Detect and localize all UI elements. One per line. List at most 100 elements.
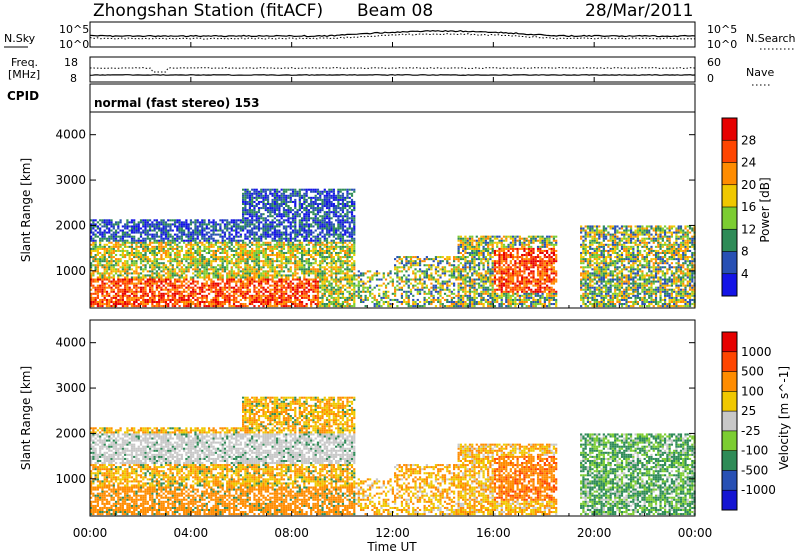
power-cell [281,203,283,205]
power-cell [235,297,237,299]
power-cell [124,270,126,272]
power-cell [176,272,178,274]
power-cell [249,291,251,293]
power-cell [158,274,160,276]
power-cell [446,270,448,272]
power-cell [117,268,119,270]
power-cell [206,262,208,264]
power-cell [437,279,439,281]
power-cell [424,283,426,285]
power-cell [142,258,144,260]
power-cell [306,199,308,201]
power-cell [276,215,278,217]
power-cell [97,221,99,223]
power-cell [317,203,319,205]
power-cell [262,303,264,305]
power-cell [444,268,446,270]
power-cell [156,225,158,227]
power-cell [299,205,301,207]
power-cell [337,293,339,295]
power-cell [460,236,462,238]
power-cell [154,272,156,274]
power-cell [256,199,258,201]
power-cell [256,291,258,293]
power-cell [237,232,239,234]
power-cell [303,240,305,242]
power-cell [308,232,310,234]
power-cell [249,240,251,242]
power-cell [253,223,255,225]
power-cell [185,270,187,272]
power-cell [258,272,260,274]
power-cell [226,266,228,268]
power-cell [197,305,199,307]
power-cell [199,254,201,256]
power-cell [340,293,342,295]
power-cell [122,295,124,297]
power-cell [97,295,99,297]
power-cell [188,262,190,264]
power-cell [142,232,144,234]
power-cell [321,242,323,244]
power-cell [337,221,339,223]
power-cell [251,270,253,272]
power-cell [362,281,364,283]
power-cell [192,240,194,242]
power-cell [260,191,262,193]
power-cell [188,287,190,289]
power-cell [113,289,115,291]
power-cell [231,291,233,293]
power-cell [99,260,101,262]
power-cell [172,270,174,272]
power-cell [414,272,416,274]
power-cell [167,283,169,285]
power-cell [262,301,264,303]
power-cell [235,219,237,221]
power-cell [106,240,108,242]
power-cell [108,285,110,287]
power-cell [97,276,99,278]
power-cell [101,272,103,274]
power-cell [328,293,330,295]
power-cell [133,230,135,232]
power-cell [113,234,115,236]
power-cell [260,266,262,268]
power-cell [330,189,332,191]
power-cell [301,264,303,266]
power-cell [269,266,271,268]
power-cell [131,262,133,264]
noise-right-tick-top: 10^5 [707,23,737,36]
power-cell [253,201,255,203]
power-cell [326,303,328,305]
power-cell [124,260,126,262]
power-cell [378,303,380,305]
power-cell [262,281,264,283]
power-cell [124,225,126,227]
power-cell [169,264,171,266]
power-cell [190,244,192,246]
power-cell [294,285,296,287]
power-cell [206,240,208,242]
power-cell [306,211,308,213]
power-cell [172,250,174,252]
power-cell [333,191,335,193]
power-cell [253,297,255,299]
power-cell [131,244,133,246]
power-cell [158,248,160,250]
power-cell [260,281,262,283]
power-cell [337,195,339,197]
power-cell [326,285,328,287]
power-cell [249,221,251,223]
power-cell [269,207,271,209]
power-cell [321,285,323,287]
power-cell [154,268,156,270]
power-cell [274,197,276,199]
power-cell [160,219,162,221]
power-cell [340,289,342,291]
power-cell [265,223,267,225]
power-cell [321,289,323,291]
power-cell [464,276,466,278]
power-cell [276,266,278,268]
power-cell [328,205,330,207]
power-cell [346,197,348,199]
